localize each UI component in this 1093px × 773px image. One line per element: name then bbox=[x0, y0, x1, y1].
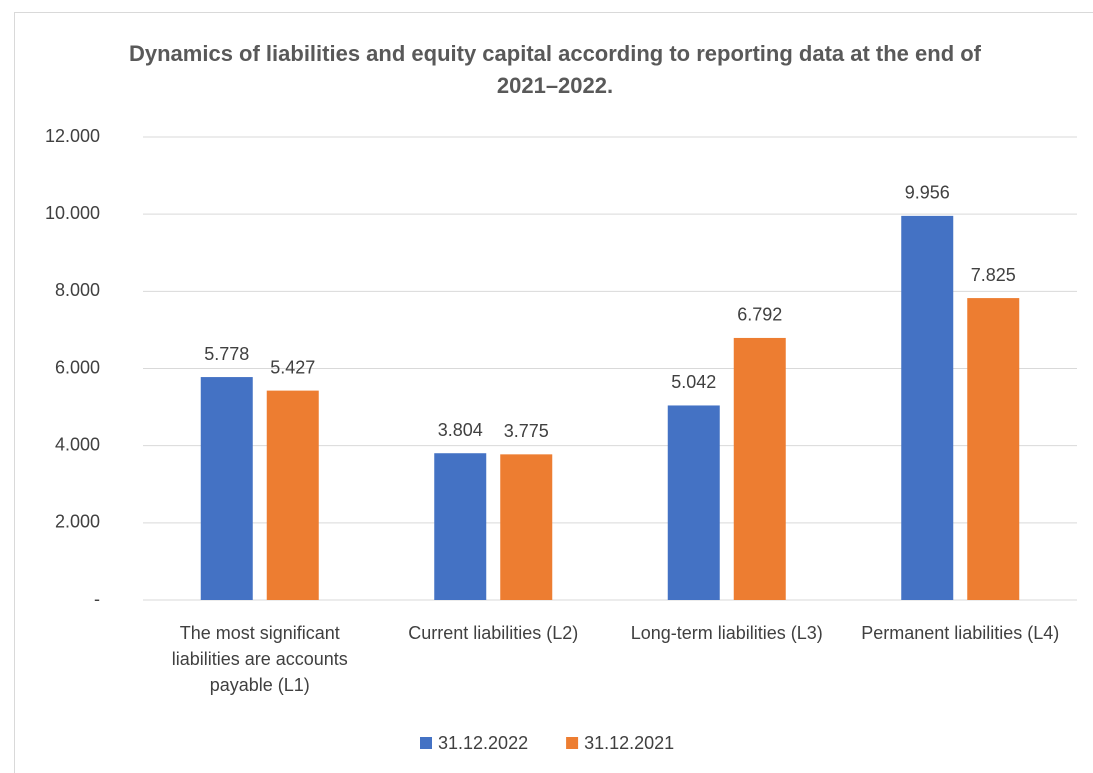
legend-swatch bbox=[566, 737, 579, 749]
data-label: 5.042 bbox=[671, 372, 716, 392]
data-label: 9.956 bbox=[905, 183, 950, 203]
chart-title: Dynamics of liabilities and equity capit… bbox=[128, 41, 982, 98]
y-tick-label: 2.000 bbox=[55, 512, 100, 532]
data-label: 3.775 bbox=[504, 421, 549, 441]
data-label: 5.778 bbox=[204, 344, 249, 364]
bar bbox=[500, 454, 553, 600]
x-tick-label: The most significant liabilities are acc… bbox=[171, 623, 348, 695]
x-tick-label: Long-term liabilities (L3) bbox=[630, 623, 823, 643]
bar bbox=[901, 215, 954, 601]
data-label: 6.792 bbox=[737, 305, 782, 325]
bar bbox=[434, 453, 487, 600]
data-label: 5.427 bbox=[270, 357, 315, 377]
legend-swatch bbox=[420, 737, 432, 749]
y-tick-label: 10.000 bbox=[45, 203, 100, 223]
bar bbox=[200, 377, 253, 600]
chart-border bbox=[14, 12, 1093, 773]
data-label: 3.804 bbox=[438, 420, 483, 440]
bar bbox=[967, 298, 1020, 600]
bar bbox=[667, 405, 720, 600]
x-tick-label: Permanent liabilities (L4) bbox=[861, 623, 1060, 643]
legend-label: 31.12.2021 bbox=[584, 733, 674, 753]
y-tick-label: - bbox=[94, 589, 100, 609]
bar bbox=[733, 337, 786, 600]
x-tick-label: Current liabilities (L2) bbox=[408, 623, 579, 643]
y-tick-label: 8.000 bbox=[55, 280, 100, 300]
data-label: 7.825 bbox=[971, 265, 1016, 285]
y-tick-label: 4.000 bbox=[55, 434, 100, 454]
legend-label: 31.12.2022 bbox=[438, 733, 528, 753]
y-tick-label: 6.000 bbox=[55, 357, 100, 377]
y-tick-label: 12.000 bbox=[45, 126, 100, 146]
bar bbox=[266, 390, 319, 600]
